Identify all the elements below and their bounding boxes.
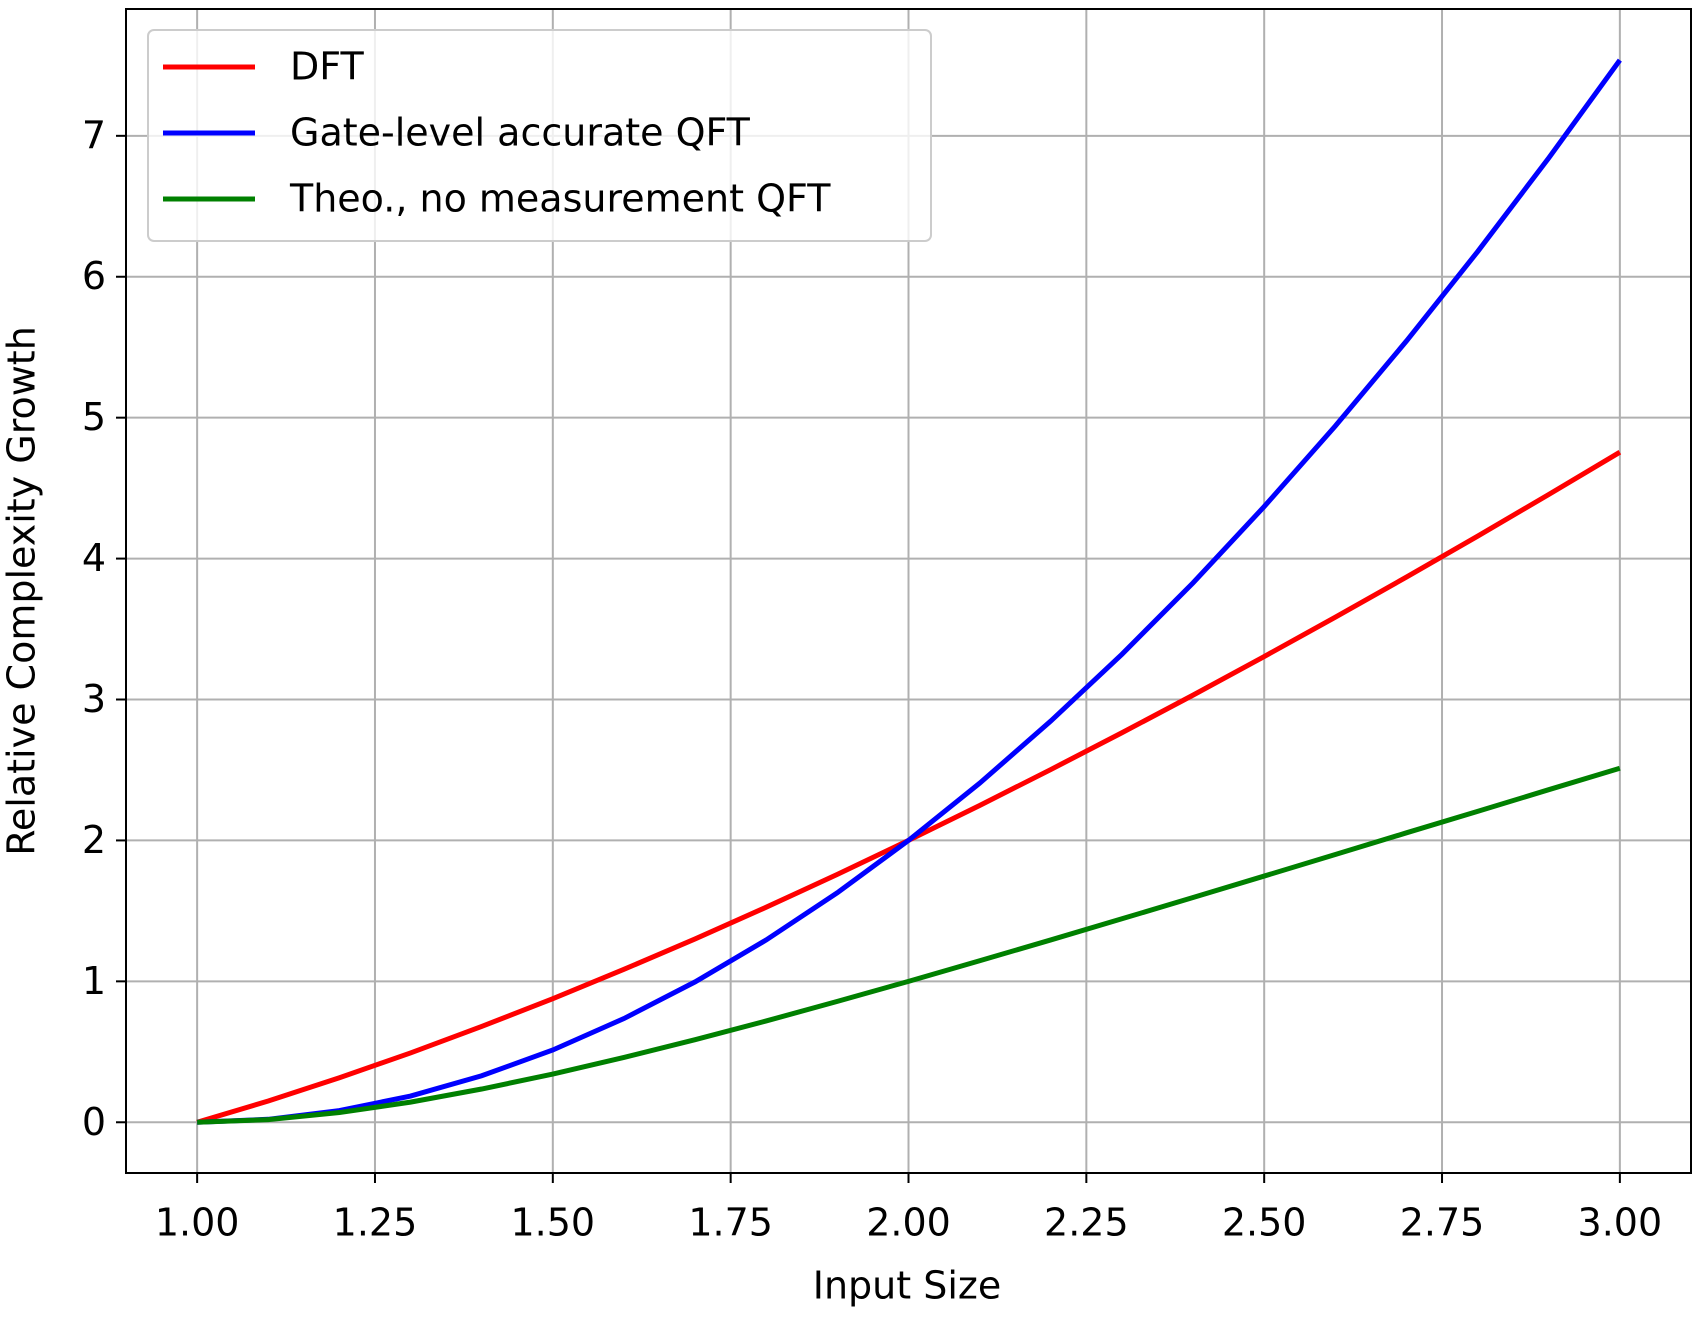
x-tick-label: 2.00 [866, 1201, 951, 1245]
x-tick-label: 1.75 [688, 1201, 773, 1245]
y-tick-label: 6 [82, 254, 106, 298]
y-tick-label: 7 [82, 113, 106, 157]
legend-box [147, 29, 932, 242]
x-tick-label: 2.50 [1222, 1201, 1307, 1245]
y-tick-label: 1 [82, 959, 106, 1003]
line-series [197, 58, 1622, 1125]
legend-label: Theo., no measurement QFT [289, 177, 831, 221]
axes-frame [125, 8, 1692, 1174]
x-tick-label: 2.25 [1044, 1201, 1129, 1245]
legend-label: DFT [290, 45, 364, 89]
legend-label: Gate-level accurate QFT [290, 111, 751, 155]
y-axis-label: Relative Complexity Growth [0, 326, 44, 856]
x-tick-label: 1.00 [155, 1201, 240, 1245]
y-tick-label: 0 [82, 1100, 106, 1144]
x-tick-label: 3.00 [1578, 1201, 1663, 1245]
y-tick-label: 5 [82, 395, 106, 439]
y-tick-label: 2 [82, 818, 106, 862]
x-tick-label: 2.75 [1400, 1201, 1485, 1245]
x-tick-label: 1.25 [333, 1201, 418, 1245]
line-series [197, 765, 1621, 1125]
y-tick-label: 3 [82, 677, 106, 721]
y-tick-label: 4 [82, 536, 106, 580]
x-axis-label: Input Size [813, 1264, 1001, 1308]
x-tick-label: 1.50 [511, 1201, 596, 1245]
